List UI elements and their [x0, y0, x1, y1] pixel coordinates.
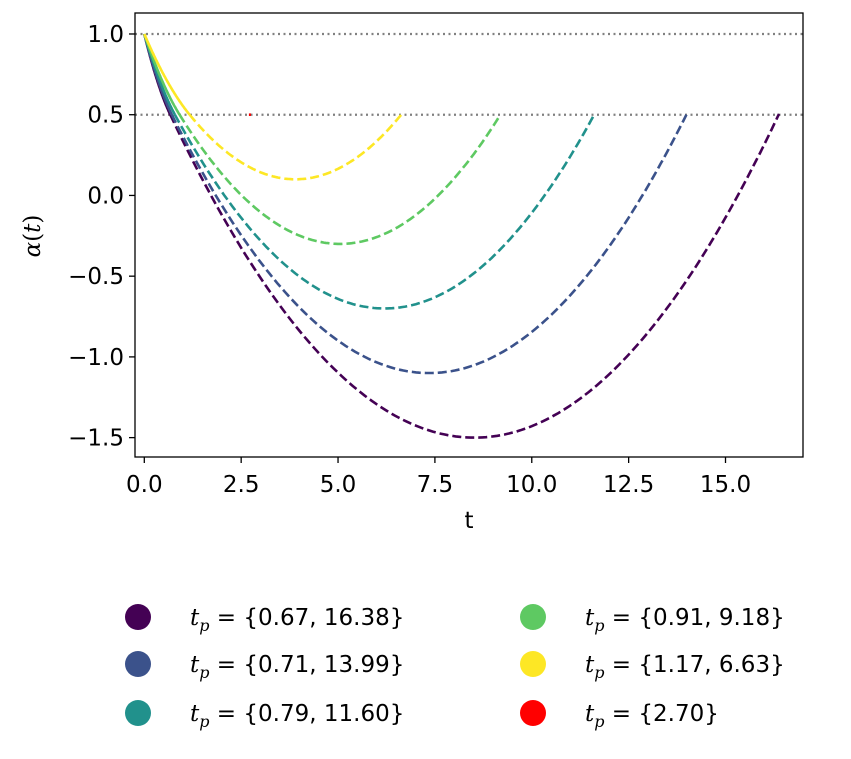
legend-label-tp4: tp = {0.91, 9.18}: [585, 605, 785, 635]
x-axis: 0.0 2.5 5.0 7.5 10.0 12.5 15.0: [126, 457, 751, 498]
legend-marker-tp6: [520, 700, 546, 726]
series-tp5-dashed: [188, 113, 403, 181]
x-tick-label: 12.5: [603, 472, 654, 498]
legend-marker-tp5: [520, 651, 546, 677]
legend-label-tp1: tp = {0.67, 16.38}: [190, 605, 404, 635]
y-axis-label: α(t): [20, 215, 46, 258]
legend: tp = {0.67, 16.38} tp = {0.71, 13.99} tp =…: [125, 604, 785, 731]
legend-label-tp5: tp = {1.17, 6.63}: [585, 652, 785, 682]
reference-lines: [135, 32, 803, 116]
x-tick-label: 5.0: [320, 472, 357, 498]
y-tick-label: 0.5: [87, 103, 124, 129]
legend-marker-tp1: [125, 604, 151, 630]
x-tick-label: 0.0: [126, 472, 163, 498]
legend-marker-tp4: [520, 604, 546, 630]
y-tick-label: 0.0: [87, 183, 124, 209]
y-tick-label: −0.5: [68, 264, 124, 290]
x-tick-label: 2.5: [223, 472, 260, 498]
y-tick-label: −1.0: [68, 345, 124, 371]
series-tp1-dashed: [169, 113, 781, 439]
legend-marker-tp2: [125, 651, 151, 677]
y-tick-label: −1.5: [68, 426, 124, 452]
series-tp4-solid: [143, 33, 181, 116]
legend-marker-tp3: [125, 700, 151, 726]
y-axis: 1.0 0.5 0.0 −0.5 −1.0 −1.5: [68, 22, 135, 452]
series-tp5-solid: [143, 33, 191, 116]
series-group: [143, 33, 781, 439]
series-tp3-dashed: [173, 114, 595, 310]
x-tick-label: 10.0: [506, 472, 557, 498]
series-tp4-dashed: [178, 114, 502, 246]
legend-label-tp3: tp = {0.79, 11.60}: [190, 701, 404, 731]
x-axis-label: t: [464, 508, 473, 534]
legend-label-tp6: tp = {2.70}: [585, 701, 719, 731]
y-tick-label: 1.0: [87, 22, 124, 48]
legend-label-tp2: tp = {0.71, 13.99}: [190, 652, 404, 682]
x-tick-label: 7.5: [417, 472, 454, 498]
x-tick-label: 15.0: [700, 472, 751, 498]
series-tp2-dashed: [170, 114, 688, 375]
plot-frame: [134, 12, 804, 458]
